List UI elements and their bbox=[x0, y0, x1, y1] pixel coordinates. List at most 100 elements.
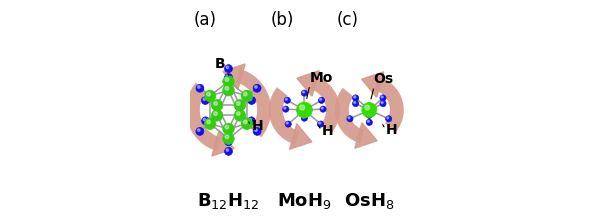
Circle shape bbox=[202, 97, 209, 104]
Circle shape bbox=[366, 112, 373, 118]
Circle shape bbox=[249, 118, 251, 121]
Circle shape bbox=[225, 135, 229, 139]
Text: MoH$_9$: MoH$_9$ bbox=[277, 191, 332, 211]
Circle shape bbox=[320, 98, 322, 100]
Circle shape bbox=[302, 91, 305, 93]
Text: Mo: Mo bbox=[310, 71, 333, 85]
Circle shape bbox=[380, 101, 386, 107]
Text: B: B bbox=[215, 57, 226, 72]
Text: OsH$_8$: OsH$_8$ bbox=[344, 191, 395, 211]
Text: H: H bbox=[251, 119, 263, 134]
Circle shape bbox=[381, 96, 383, 98]
Circle shape bbox=[224, 138, 232, 146]
Circle shape bbox=[250, 98, 252, 101]
Text: Os: Os bbox=[374, 72, 394, 86]
Circle shape bbox=[223, 123, 234, 135]
Circle shape bbox=[197, 86, 200, 88]
Circle shape bbox=[354, 96, 356, 98]
Circle shape bbox=[206, 120, 211, 124]
Polygon shape bbox=[223, 64, 245, 89]
Circle shape bbox=[234, 100, 245, 111]
Circle shape bbox=[354, 102, 356, 104]
Circle shape bbox=[211, 100, 223, 111]
Circle shape bbox=[302, 116, 305, 118]
Circle shape bbox=[253, 84, 261, 92]
Circle shape bbox=[226, 75, 229, 77]
Circle shape bbox=[226, 139, 229, 142]
Circle shape bbox=[255, 129, 257, 131]
Circle shape bbox=[301, 109, 307, 115]
Circle shape bbox=[223, 76, 234, 87]
Circle shape bbox=[301, 90, 307, 96]
Circle shape bbox=[286, 98, 287, 100]
Polygon shape bbox=[362, 72, 384, 97]
Circle shape bbox=[365, 105, 370, 110]
Circle shape bbox=[203, 118, 206, 121]
Polygon shape bbox=[355, 123, 377, 148]
Circle shape bbox=[241, 118, 253, 130]
Circle shape bbox=[236, 102, 240, 105]
Circle shape bbox=[286, 122, 289, 124]
Circle shape bbox=[196, 127, 204, 135]
Circle shape bbox=[241, 90, 253, 102]
Circle shape bbox=[223, 84, 234, 96]
Circle shape bbox=[320, 106, 326, 112]
Circle shape bbox=[225, 125, 229, 129]
Circle shape bbox=[253, 127, 261, 135]
Text: (a): (a) bbox=[193, 11, 217, 29]
Circle shape bbox=[380, 95, 386, 101]
Circle shape bbox=[366, 119, 373, 125]
Circle shape bbox=[362, 103, 377, 117]
Circle shape bbox=[244, 120, 247, 124]
Circle shape bbox=[226, 66, 229, 69]
Circle shape bbox=[223, 133, 234, 144]
Circle shape bbox=[367, 113, 370, 115]
Text: (c): (c) bbox=[337, 11, 359, 29]
Circle shape bbox=[236, 112, 240, 115]
Circle shape bbox=[301, 115, 307, 121]
Circle shape bbox=[353, 101, 359, 107]
Text: H: H bbox=[322, 124, 334, 138]
Circle shape bbox=[317, 121, 323, 127]
Circle shape bbox=[367, 120, 370, 122]
Circle shape bbox=[224, 73, 232, 81]
Circle shape bbox=[353, 95, 359, 101]
Circle shape bbox=[196, 84, 204, 92]
Text: (b): (b) bbox=[271, 11, 295, 29]
Circle shape bbox=[386, 116, 392, 122]
Circle shape bbox=[296, 102, 313, 118]
Circle shape bbox=[284, 107, 286, 109]
Circle shape bbox=[203, 98, 205, 101]
Circle shape bbox=[205, 118, 216, 130]
Circle shape bbox=[299, 105, 305, 110]
Circle shape bbox=[202, 117, 209, 125]
Circle shape bbox=[254, 86, 257, 88]
Circle shape bbox=[244, 92, 247, 96]
Circle shape bbox=[284, 97, 290, 103]
Circle shape bbox=[225, 78, 229, 81]
Circle shape bbox=[214, 102, 217, 105]
Circle shape bbox=[319, 122, 321, 124]
Circle shape bbox=[348, 117, 350, 119]
Circle shape bbox=[247, 117, 256, 125]
Circle shape bbox=[197, 129, 200, 131]
Circle shape bbox=[214, 112, 217, 115]
Circle shape bbox=[234, 110, 245, 121]
Text: B$_{12}$H$_{12}$: B$_{12}$H$_{12}$ bbox=[197, 191, 260, 211]
Circle shape bbox=[319, 97, 325, 103]
Circle shape bbox=[226, 149, 229, 151]
Polygon shape bbox=[297, 71, 319, 96]
Polygon shape bbox=[212, 131, 234, 156]
Circle shape bbox=[224, 65, 232, 73]
Circle shape bbox=[224, 147, 232, 155]
Text: H: H bbox=[386, 123, 397, 137]
Circle shape bbox=[248, 97, 256, 104]
Circle shape bbox=[381, 102, 383, 104]
Polygon shape bbox=[290, 124, 312, 149]
Circle shape bbox=[285, 121, 291, 127]
Circle shape bbox=[211, 110, 223, 121]
Circle shape bbox=[283, 106, 289, 112]
Circle shape bbox=[225, 86, 229, 90]
Circle shape bbox=[347, 116, 353, 122]
Circle shape bbox=[302, 110, 305, 112]
